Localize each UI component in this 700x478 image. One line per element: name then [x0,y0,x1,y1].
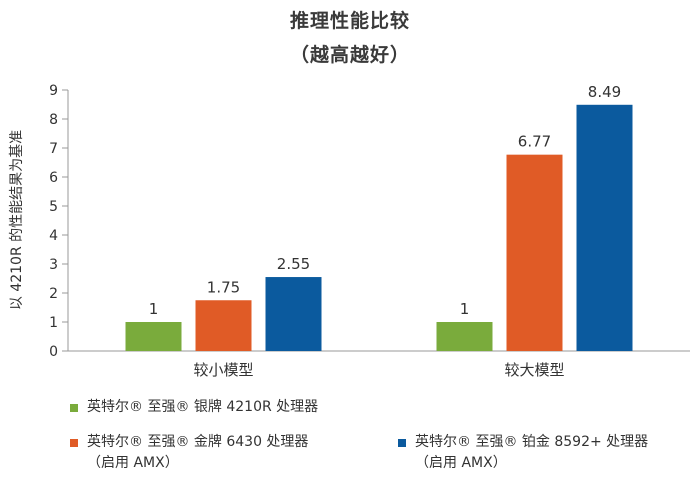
bar-value-label: 1.75 [207,278,240,296]
legend-label-platinum: 英特尔® 至强® 铂金 8592+ 处理器 [415,434,649,450]
bar-value-label: 6.77 [518,133,551,151]
bar-value-label: 1 [149,300,159,318]
y-tick-label: 0 [49,344,58,360]
y-tick-label: 1 [49,315,58,331]
y-tick-label: 7 [49,141,58,157]
y-tick-label: 5 [49,199,58,215]
legend-label-gold: 英特尔® 至强® 金牌 6430 处理器 [87,434,309,450]
chart-title: 推理性能比较 [289,10,410,32]
y-tick-label: 9 [49,83,58,99]
y-tick-label: 2 [49,286,58,302]
bar [436,322,493,351]
bar [265,277,322,351]
bar-value-label: 2.55 [277,255,310,273]
legend-swatch-gold [70,439,78,447]
y-tick-label: 3 [49,257,58,273]
bar-value-label: 1 [460,300,470,318]
legend-swatch-platinum [398,439,406,447]
y-tick-label: 8 [49,112,58,128]
legend-sublabel-platinum: （启用 AMX） [415,455,507,471]
bar [125,322,182,351]
legend-swatch-silver [70,404,78,412]
x-category-label: 较大模型 [504,361,564,379]
y-tick-label: 4 [49,228,58,244]
bar-value-label: 8.49 [588,83,621,101]
x-category-label: 较小模型 [193,361,253,379]
chart-subtitle: （越高越好） [289,44,410,66]
bar [576,104,633,351]
bar-chart: 0 1 2 3 4 5 6 7 8 9 1 1.75 2.55 较小模型 1 6.77 8.49 较大模型 [49,83,690,379]
legend-label-silver: 英特尔® 至强® 银牌 4210R 处理器 [87,399,319,415]
legend-sublabel-gold: （启用 AMX） [87,455,179,471]
bar [195,300,252,351]
bar [506,154,563,351]
y-tick-label: 6 [49,170,58,186]
